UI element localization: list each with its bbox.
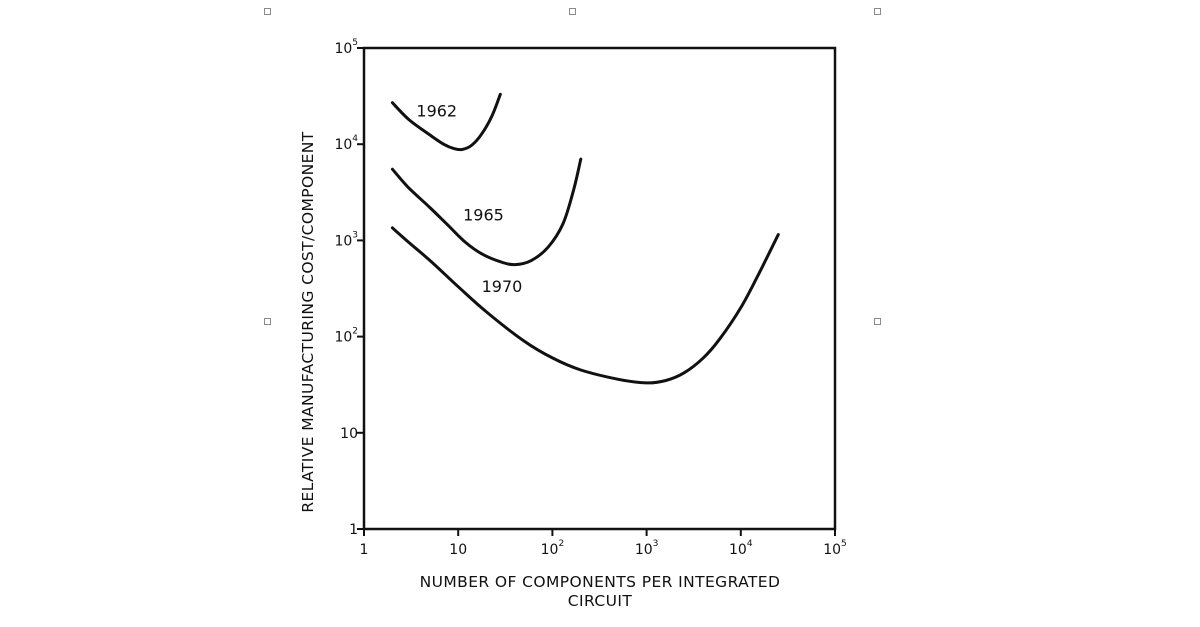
selection-handle-top-center[interactable] — [569, 8, 576, 15]
x-tick-label: 10 — [449, 542, 467, 558]
y-tick-label: 105 — [334, 38, 358, 57]
plot-frame — [362, 46, 837, 531]
x-axis-title-line2: CIRCUIT — [568, 592, 633, 610]
curve-label-1970: 1970 — [482, 277, 523, 296]
x-tick-label: 103 — [635, 539, 659, 558]
y-tick-label: 1 — [349, 522, 358, 538]
x-axis-title-line1: NUMBER OF COMPONENTS PER INTEGRATED — [420, 573, 781, 591]
series-curve-1965 — [390, 157, 583, 267]
x-tick-label: 104 — [729, 539, 753, 558]
selection-handle-top-right[interactable] — [874, 8, 881, 15]
plot-area — [362, 46, 837, 531]
x-tick-label: 105 — [823, 539, 847, 558]
curve-labels: 1962 1965 1970 — [416, 102, 522, 296]
x-tick-label: 102 — [541, 539, 565, 558]
y-tick-label: 102 — [334, 327, 358, 346]
curve-label-1965: 1965 — [463, 205, 504, 224]
y-tick-label: 103 — [334, 230, 358, 249]
axis-ticks: 1 10 102 103 104 105 1 10 102 103 104 105 — [334, 38, 846, 558]
y-axis-title: RELATIVE MANUFACTURING COST/COMPONENT — [299, 131, 317, 512]
selection-handle-middle-left[interactable] — [264, 318, 271, 325]
y-tick-label: 10 — [340, 426, 358, 442]
series-curves — [390, 92, 780, 385]
selection-handle-top-left[interactable] — [264, 8, 271, 15]
series-curve-1970 — [390, 226, 780, 385]
series-curve-1962 — [390, 92, 502, 152]
curve-label-1962: 1962 — [416, 102, 457, 121]
y-tick-label: 104 — [334, 134, 358, 153]
x-tick-label: 1 — [360, 542, 369, 558]
selection-handle-middle-right[interactable] — [874, 318, 881, 325]
